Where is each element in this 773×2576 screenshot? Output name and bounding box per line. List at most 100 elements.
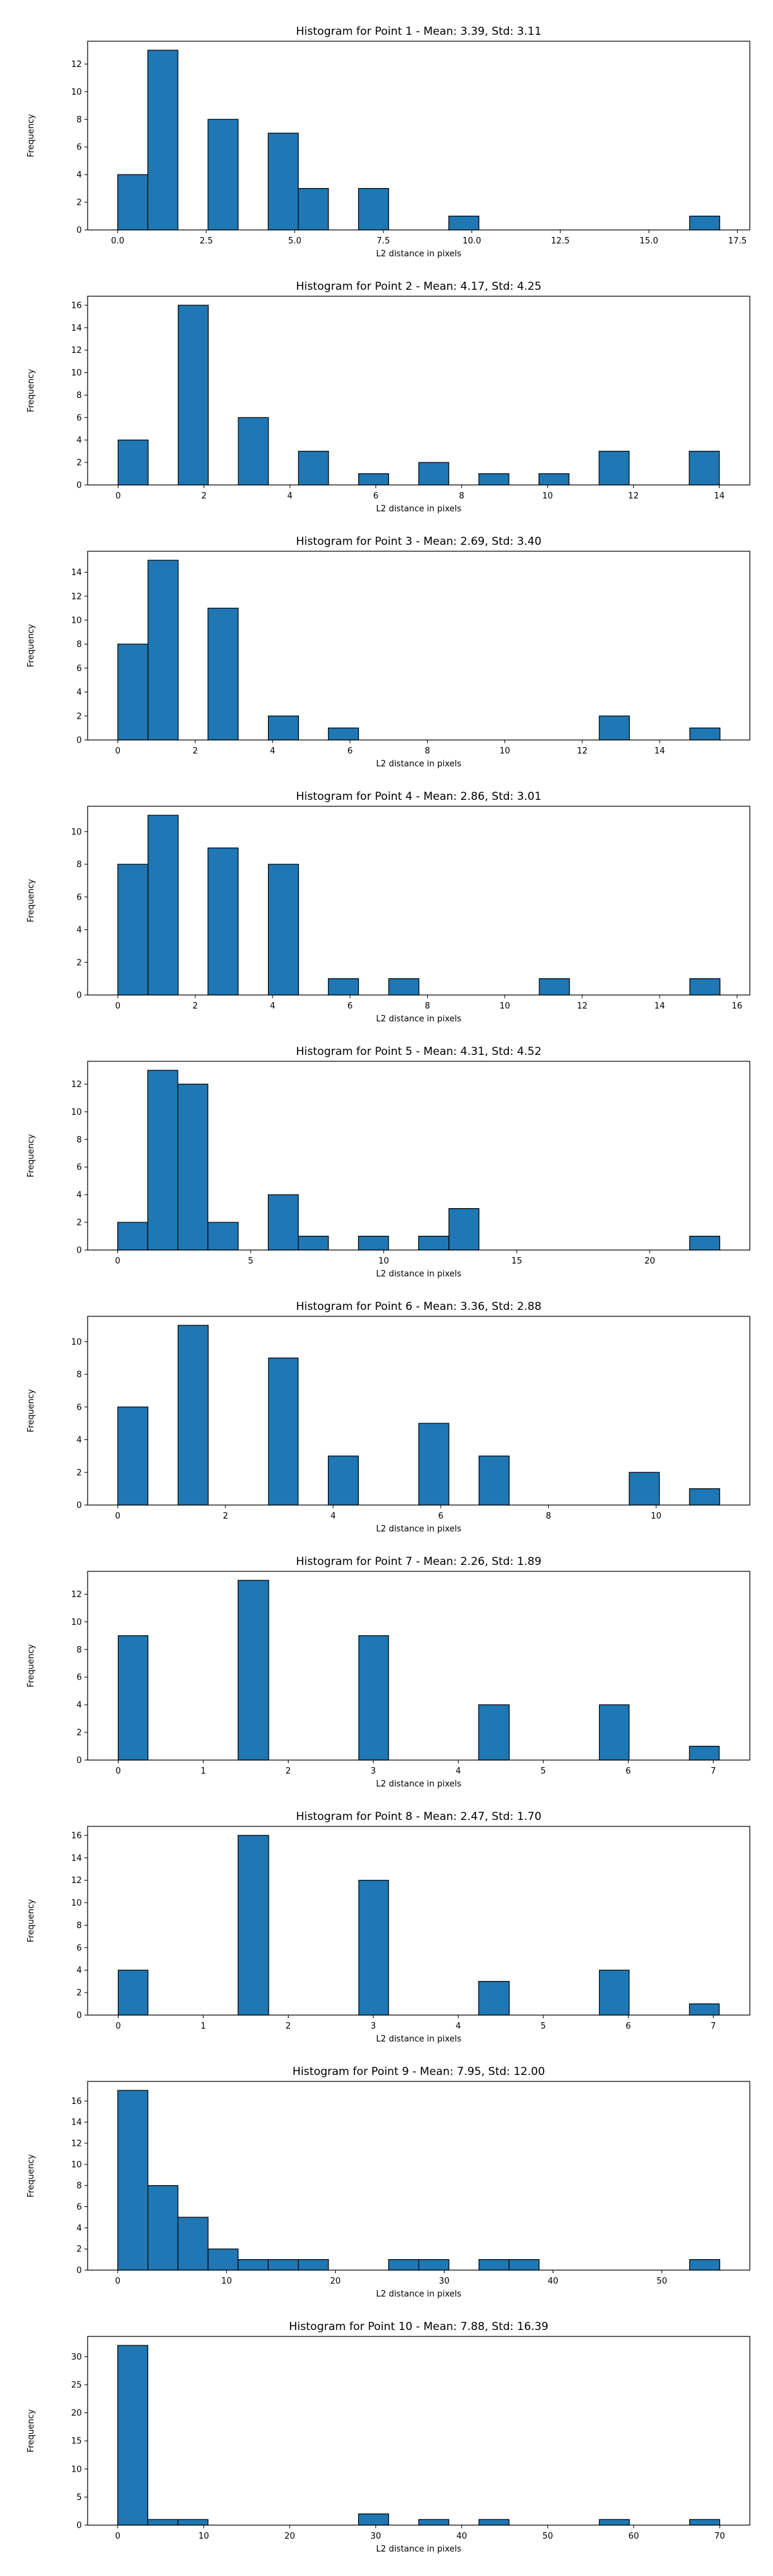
histogram-bar (598, 1969, 630, 2016)
histogram-bar (147, 2185, 178, 2271)
y-tick-label: 0 (77, 2521, 82, 2531)
x-tick-label: 10 (378, 1256, 389, 1266)
histogram-bar (598, 451, 630, 486)
x-tick-label: 12 (577, 746, 588, 756)
x-tick-label: 0 (115, 1001, 120, 1011)
x-axis-label: L2 distance in pixels (376, 759, 462, 769)
histogram-bar (298, 2259, 329, 2271)
y-tick-label: 8 (77, 1135, 82, 1145)
histogram-panel: Histogram for Point 6 - Mean: 3.36, Std:… (26, 1300, 750, 1534)
y-tick-label: 14 (71, 1853, 82, 1863)
x-tick-label: 70 (714, 2532, 725, 2541)
y-tick-label: 16 (71, 1831, 82, 1841)
x-tick-label: 10 (542, 491, 553, 501)
x-tick-label: 0 (115, 1256, 120, 1266)
x-tick-label: 14 (714, 491, 725, 501)
y-tick-label: 14 (71, 568, 82, 578)
histogram-bar (238, 417, 269, 486)
y-axis-label: Frequency (26, 1644, 36, 1687)
x-tick-label: 2 (193, 746, 198, 756)
y-tick-label: 14 (71, 323, 82, 333)
y-tick-label: 25 (71, 2380, 82, 2390)
y-tick-label: 4 (77, 2224, 82, 2233)
histogram-bar (117, 643, 149, 741)
x-axis-label: L2 distance in pixels (376, 2034, 462, 2044)
y-tick-label: 10 (71, 368, 82, 378)
x-tick-label: 1 (200, 2022, 205, 2031)
histogram-bar (689, 2003, 720, 2016)
x-tick-label: 6 (347, 1001, 352, 1011)
x-tick-label: 2.5 (200, 236, 213, 246)
axes-frame (87, 2081, 750, 2271)
histogram-bar (177, 1083, 209, 1251)
x-tick-label: 3 (370, 2022, 376, 2031)
y-tick-label: 12 (71, 1080, 82, 1090)
axes-frame (87, 1061, 750, 1251)
histogram-bar (267, 1194, 299, 1251)
y-tick-label: 4 (77, 171, 82, 180)
y-tick-label: 30 (71, 2353, 82, 2362)
histogram-bar (207, 118, 239, 231)
x-tick-label: 4 (270, 746, 275, 756)
x-axis-label: L2 distance in pixels (376, 1014, 462, 1024)
y-tick-label: 12 (71, 2139, 82, 2149)
x-tick-label: 6 (625, 1766, 631, 1776)
y-tick-label: 15 (71, 2437, 82, 2447)
histogram-panel: Histogram for Point 5 - Mean: 4.31, Std:… (26, 1045, 750, 1279)
y-axis-label: Frequency (26, 879, 36, 922)
histogram-bar (689, 1745, 720, 1761)
histogram-bar (147, 50, 178, 231)
x-tick-label: 40 (456, 2532, 467, 2541)
x-tick-label: 4 (455, 1766, 461, 1776)
y-axis-label: Frequency (26, 2154, 36, 2197)
axes-frame (87, 1316, 750, 1506)
y-tick-label: 16 (71, 2097, 82, 2107)
y-tick-label: 12 (71, 346, 82, 355)
y-tick-label: 8 (77, 640, 82, 650)
y-tick-label: 4 (77, 688, 82, 697)
x-tick-label: 10.0 (463, 236, 481, 246)
histogram-bar (479, 1455, 510, 1506)
histogram-bar (358, 1635, 389, 1761)
histogram-bar (629, 1472, 660, 1506)
histogram-bar (689, 727, 721, 741)
histogram-bar (388, 2259, 419, 2271)
histogram-bar (418, 2259, 450, 2271)
y-tick-label: 12 (71, 60, 82, 70)
y-tick-label: 0 (77, 1501, 82, 1511)
x-tick-label: 5 (248, 1256, 253, 1266)
x-tick-label: 20 (330, 2277, 341, 2286)
histogram-bar (328, 727, 359, 741)
histogram-bar (418, 1235, 450, 1251)
y-tick-label: 0 (77, 1246, 82, 1256)
y-tick-label: 20 (71, 2409, 82, 2418)
y-tick-label: 2 (77, 1989, 82, 1998)
chart-title: Histogram for Point 7 - Mean: 2.26, Std:… (296, 1555, 541, 1568)
axes-frame (87, 41, 750, 231)
x-tick-label: 0 (115, 2532, 120, 2541)
histogram-bar (267, 133, 299, 231)
x-tick-label: 2 (285, 1766, 291, 1776)
x-tick-label: 10 (499, 1001, 510, 1011)
histogram-bar (689, 1235, 720, 1251)
histogram-bar (478, 473, 510, 486)
histogram-bar (117, 864, 149, 996)
x-tick-label: 8 (425, 1001, 430, 1011)
y-tick-label: 10 (71, 1899, 82, 1908)
histogram-bar (117, 1406, 149, 1506)
histogram-bar (539, 978, 570, 996)
y-tick-label: 8 (77, 1921, 82, 1931)
axes-frame (87, 296, 750, 486)
y-tick-label: 10 (71, 616, 82, 625)
y-tick-label: 6 (77, 664, 82, 674)
x-tick-label: 7.5 (377, 236, 390, 246)
chart-title: Histogram for Point 5 - Mean: 4.31, Std:… (296, 1045, 541, 1058)
y-axis-label: Frequency (26, 624, 36, 667)
histogram-bar (358, 188, 389, 231)
histogram-bar (418, 1423, 450, 1506)
histogram-bar (508, 2259, 540, 2271)
histogram-bar (689, 978, 721, 996)
x-tick-label: 15.0 (640, 236, 658, 246)
y-tick-label: 2 (77, 1218, 82, 1228)
